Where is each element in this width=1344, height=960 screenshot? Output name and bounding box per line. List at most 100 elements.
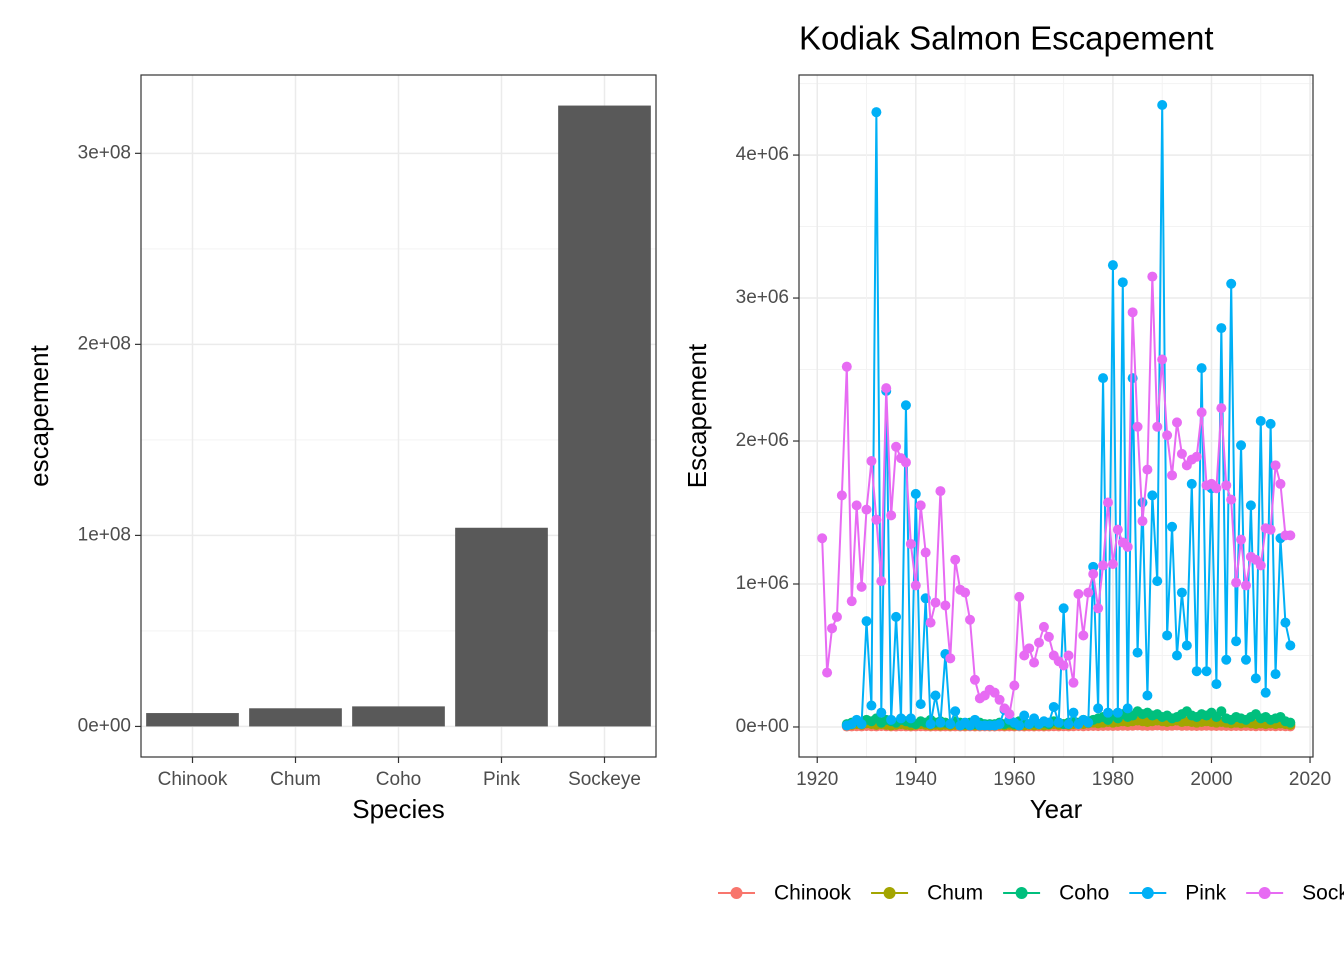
point (989, 687, 1000, 698)
point (1162, 630, 1173, 641)
x-tick-label: Sockeye (568, 769, 641, 790)
point (1009, 680, 1020, 691)
point (871, 107, 882, 118)
y-axis-title: Escapement (682, 343, 712, 488)
point (1004, 709, 1015, 720)
point (1107, 260, 1118, 271)
point (1112, 707, 1123, 718)
x-tick-label: 2020 (1289, 769, 1331, 790)
point (1088, 561, 1099, 572)
point (1098, 560, 1109, 571)
legend-key-point (883, 887, 896, 899)
x-tick-label: Coho (376, 769, 421, 790)
x-tick-label: 1980 (1092, 769, 1134, 790)
point (1098, 373, 1109, 384)
point (1231, 577, 1242, 588)
point (1137, 516, 1148, 527)
point (950, 706, 961, 717)
y-tick-label: 0e+00 (736, 716, 789, 737)
point (1019, 650, 1030, 661)
point (1221, 654, 1232, 665)
point (871, 514, 882, 525)
point (856, 719, 867, 730)
point (1038, 621, 1049, 632)
point (1078, 630, 1089, 641)
point (1157, 100, 1168, 111)
point (831, 611, 842, 622)
point (1265, 418, 1276, 429)
point (1024, 643, 1035, 654)
point (920, 547, 931, 558)
point (1033, 637, 1044, 648)
point (836, 490, 847, 501)
point (1201, 666, 1212, 677)
legend-label: Pink (1185, 882, 1226, 905)
bar (455, 527, 548, 727)
point (1162, 430, 1173, 441)
point (1043, 717, 1054, 728)
point (960, 587, 971, 598)
point (1191, 451, 1202, 462)
point (1073, 589, 1084, 600)
point (1171, 650, 1182, 661)
x-tick-label: Chinook (158, 769, 228, 790)
point (1083, 587, 1094, 598)
point (1285, 530, 1296, 541)
point (1211, 483, 1222, 494)
point (841, 361, 852, 372)
point (900, 400, 911, 411)
point (1245, 500, 1256, 511)
point (905, 538, 916, 549)
point (1068, 677, 1079, 688)
x-axis-title: Year (1030, 794, 1083, 824)
point (891, 441, 902, 452)
point (1122, 703, 1133, 714)
x-tick-label: 1940 (895, 769, 937, 790)
point (1285, 640, 1296, 651)
point (1270, 460, 1281, 471)
point (856, 581, 867, 592)
x-tick-label: Chum (270, 769, 321, 790)
point (1255, 560, 1266, 571)
point (1270, 669, 1281, 680)
point (1117, 277, 1128, 288)
point (861, 616, 872, 627)
y-tick-label: 1e+06 (736, 573, 789, 594)
point (1240, 580, 1251, 591)
bar (249, 708, 342, 727)
point (1147, 271, 1158, 282)
point (1088, 568, 1099, 579)
point (1265, 524, 1276, 535)
point (866, 700, 877, 711)
point (851, 500, 862, 511)
point (876, 707, 887, 718)
point (1236, 534, 1247, 545)
point (1014, 591, 1025, 602)
point (935, 717, 946, 728)
point (1102, 707, 1113, 718)
point (910, 488, 921, 499)
point (881, 383, 892, 394)
point (1216, 706, 1227, 717)
point (1152, 576, 1163, 587)
point (1122, 541, 1133, 552)
point (886, 714, 897, 725)
point (940, 600, 951, 611)
legend-label: Chum (927, 882, 983, 905)
point (1240, 654, 1251, 665)
point (822, 667, 833, 678)
point (945, 653, 956, 664)
point (930, 597, 941, 608)
legend-label: Sockeye (1302, 882, 1344, 905)
point (1191, 666, 1202, 677)
y-axis-title: escapement (24, 344, 54, 486)
y-tick-label: 2e+08 (78, 333, 131, 354)
point (1048, 701, 1059, 712)
point (1211, 679, 1222, 690)
point (1280, 617, 1291, 628)
point (1112, 524, 1123, 535)
point (915, 500, 926, 511)
bar (558, 105, 651, 727)
y-tick-label: 4e+06 (736, 144, 789, 165)
